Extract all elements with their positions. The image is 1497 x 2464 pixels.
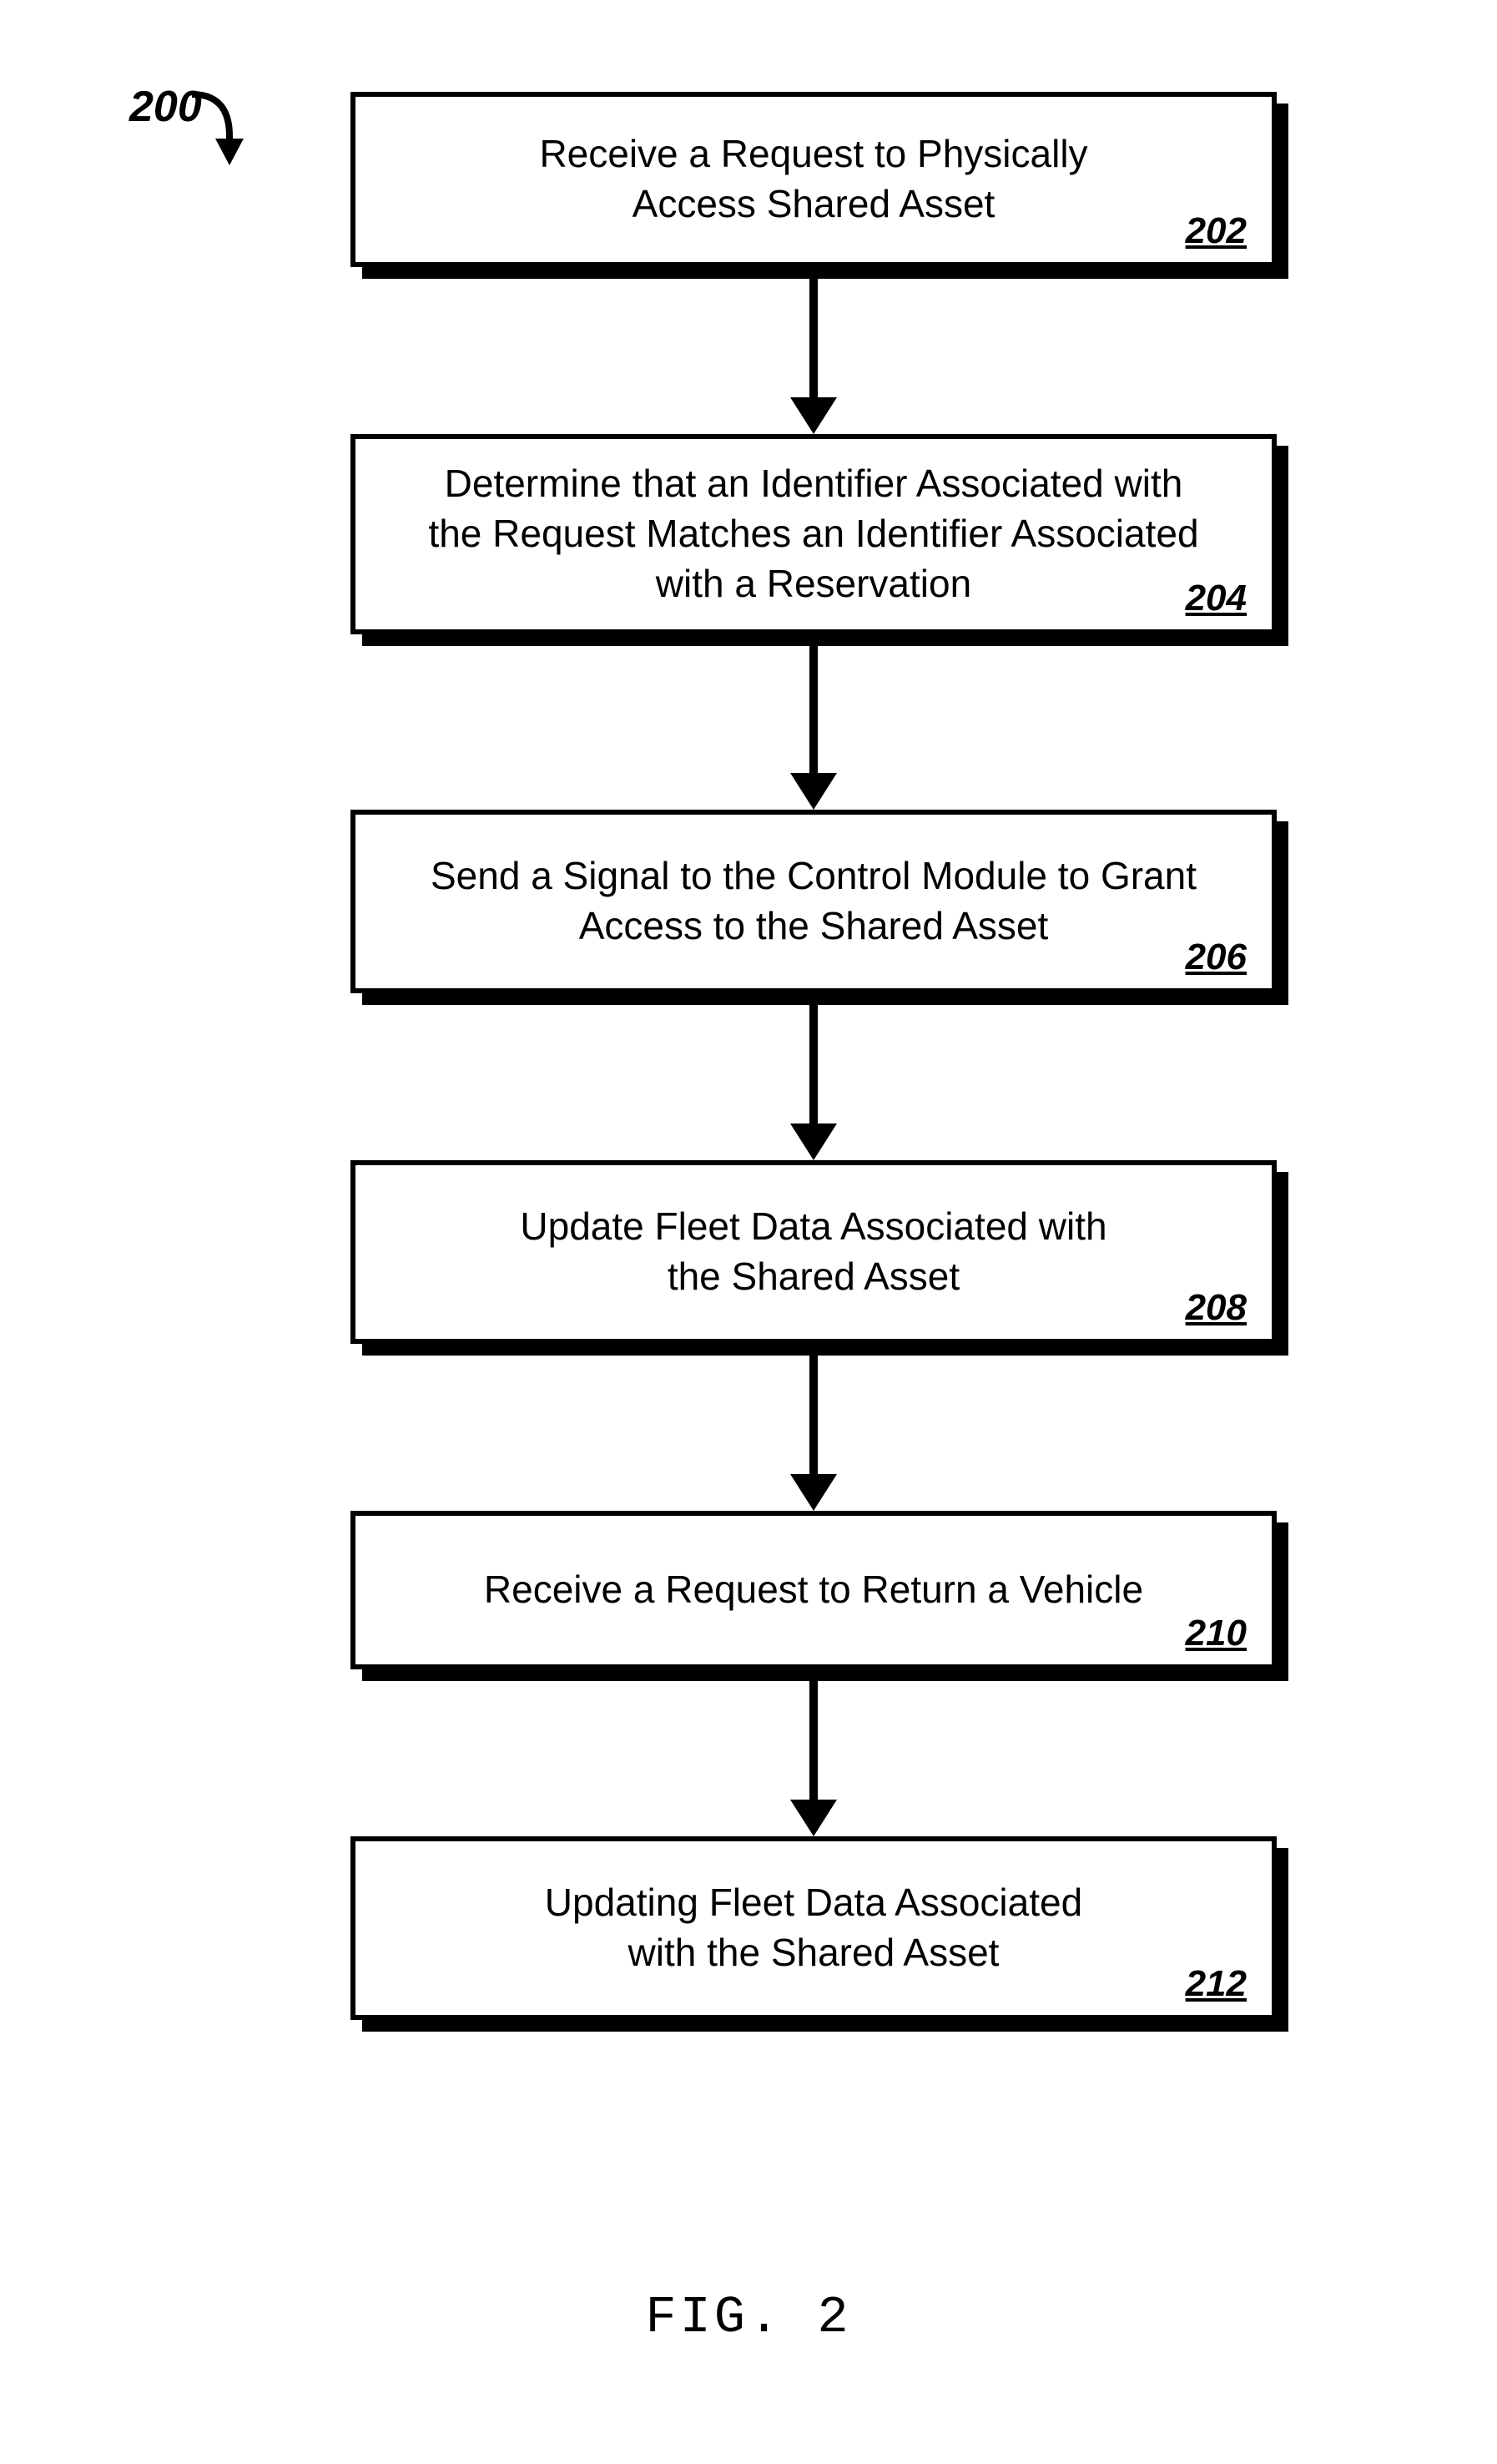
figure-caption: FIG. 2 — [0, 2288, 1497, 2347]
flow-node-number: 204 — [1186, 578, 1247, 619]
flow-node-text-line: Access to the Shared Asset — [579, 904, 1049, 947]
flow-node-text-line: with a Reservation — [656, 562, 971, 605]
flow-node: Updating Fleet Data Associated with the S… — [350, 1836, 1310, 2020]
flow-node: Receive a Request to Physically Access Sh… — [350, 92, 1310, 267]
flow-arrow — [350, 634, 1277, 810]
flow-node-box: Updating Fleet Data Associated with the S… — [350, 1836, 1277, 2020]
flow-node-text-line: Receive a Request to Return a Vehicle — [484, 1568, 1143, 1611]
flow-node-number: 202 — [1186, 210, 1247, 252]
flow-node: Update Fleet Data Associated with the Sha… — [350, 1160, 1310, 1344]
flow-node: Send a Signal to the Control Module to G… — [350, 810, 1310, 993]
flow-node-box: Receive a Request to Physically Access Sh… — [350, 92, 1277, 267]
flow-node: Receive a Request to Return a Vehicle 210 — [350, 1511, 1310, 1669]
figure-callout-arrow — [184, 82, 259, 174]
flow-arrow — [350, 1669, 1277, 1836]
flow-arrow — [350, 1344, 1277, 1511]
flow-node-text-line: Send a Signal to the Control Module to G… — [431, 854, 1197, 897]
flow-node: Determine that an Identifier Associated … — [350, 434, 1310, 634]
flow-node-text: Updating Fleet Data Associated with the S… — [545, 1878, 1082, 1978]
flow-node-text: Update Fleet Data Associated with the Sha… — [520, 1202, 1106, 1302]
arrow-connector — [350, 267, 1277, 434]
flow-node-text: Receive a Request to Return a Vehicle — [484, 1565, 1143, 1615]
flow-node-box: Receive a Request to Return a Vehicle 210 — [350, 1511, 1277, 1669]
flow-node-box: Send a Signal to the Control Module to G… — [350, 810, 1277, 993]
flow-node-text-line: the Request Matches an Identifier Associ… — [428, 512, 1198, 555]
flow-node-text-line: Update Fleet Data Associated with — [520, 1204, 1106, 1248]
flow-node-box: Determine that an Identifier Associated … — [350, 434, 1277, 634]
flow-node-text: Send a Signal to the Control Module to G… — [431, 851, 1197, 952]
arrow-connector — [350, 1344, 1277, 1511]
arrow-connector — [350, 993, 1277, 1160]
flow-node-number: 212 — [1186, 1963, 1247, 2005]
flow-node-number: 210 — [1186, 1613, 1247, 1654]
flow-arrow — [350, 267, 1277, 434]
flow-node-text: Receive a Request to Physically Access Sh… — [539, 129, 1087, 230]
arrow-connector — [350, 634, 1277, 810]
flow-node-text-line: Updating Fleet Data Associated — [545, 1881, 1082, 1924]
flow-node-text-line: Receive a Request to Physically — [539, 132, 1087, 175]
flow-node-number: 208 — [1186, 1287, 1247, 1329]
flow-arrow — [350, 993, 1277, 1160]
flow-node-text-line: Access Shared Asset — [633, 182, 995, 225]
flow-node-text-line: with the Shared Asset — [628, 1931, 1000, 1974]
arrow-connector — [350, 1669, 1277, 1836]
flow-node-text-line: the Shared Asset — [668, 1255, 960, 1298]
flow-node-number: 206 — [1186, 937, 1247, 978]
flow-node-text: Determine that an Identifier Associated … — [428, 459, 1198, 608]
flow-node-text-line: Determine that an Identifier Associated … — [445, 462, 1183, 505]
flowchart: Receive a Request to Physically Access Sh… — [350, 92, 1310, 2020]
flow-node-box: Update Fleet Data Associated with the Sha… — [350, 1160, 1277, 1344]
